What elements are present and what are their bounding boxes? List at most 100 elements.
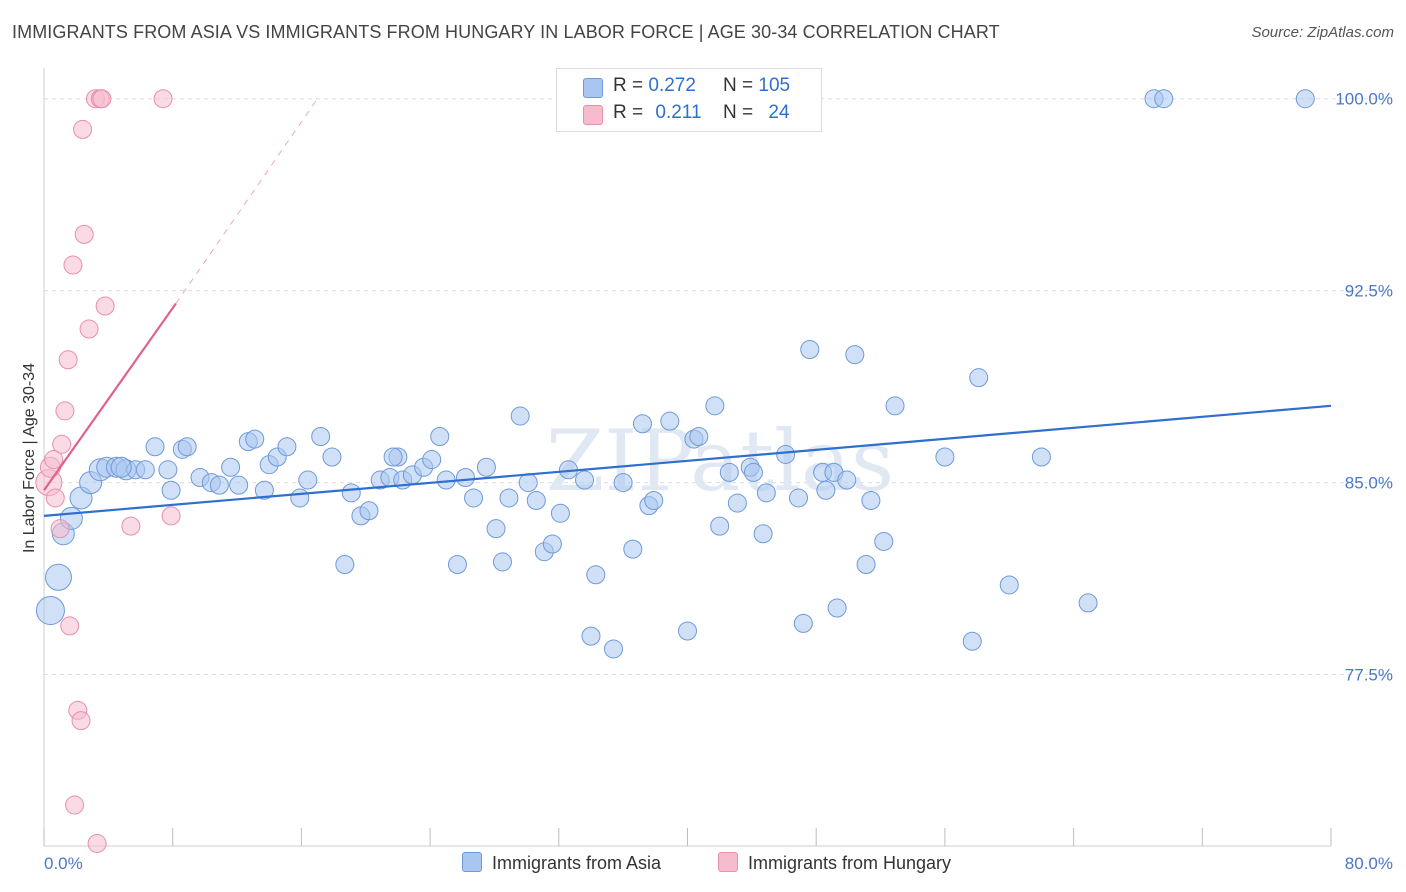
- trend-lines: [43, 98, 1332, 517]
- legend-n-label: N =: [723, 75, 754, 96]
- data-point-asia: [969, 368, 989, 388]
- bottom-legend-hungary: Immigrants from Hungary: [718, 852, 951, 874]
- data-point-asia: [660, 411, 680, 431]
- bottom-legend-label-asia: Immigrants from Asia: [492, 853, 662, 873]
- data-point-hungary: [92, 89, 112, 109]
- data-point-asia: [885, 396, 905, 416]
- data-point-asia: [464, 488, 484, 508]
- y-tick-label: 77.5%: [1345, 666, 1393, 685]
- legend-swatch-hungary: [583, 105, 603, 125]
- data-point-asia: [800, 340, 820, 360]
- data-point-asia: [135, 460, 155, 480]
- data-point-asia: [229, 475, 249, 495]
- data-point-asia: [689, 427, 709, 447]
- data-point-asia: [753, 524, 773, 544]
- data-point-asia: [341, 483, 361, 503]
- legend-r-value-hungary: 0.211: [655, 102, 702, 123]
- data-point-asia: [710, 516, 730, 536]
- data-point-asia: [161, 480, 181, 500]
- data-point-asia: [526, 491, 546, 511]
- data-point-asia: [743, 462, 763, 482]
- data-point-hungary: [50, 519, 70, 539]
- bottom-legend-swatch-hungary: [718, 852, 738, 872]
- data-point-asia: [476, 457, 496, 477]
- data-point-asia: [962, 631, 982, 651]
- data-point-asia: [678, 621, 697, 641]
- data-point-asia: [776, 444, 796, 464]
- data-point-asia: [789, 488, 809, 508]
- data-point-asia: [623, 539, 643, 559]
- series-asia-points: [35, 89, 1315, 659]
- data-point-asia: [856, 554, 876, 574]
- data-point-asia: [422, 450, 442, 470]
- legend-r-value-asia: 0.272: [648, 75, 696, 96]
- data-point-asia: [145, 437, 165, 457]
- data-point-asia: [999, 575, 1019, 595]
- data-point-asia: [359, 501, 379, 521]
- data-point-hungary: [87, 833, 107, 853]
- legend-r-label: R =: [613, 75, 644, 96]
- data-point-hungary: [65, 795, 85, 815]
- data-point-asia: [44, 563, 72, 591]
- axis-ticks: 77.5% 85.0% 92.5% 100.0% 0.0% 80.0%: [44, 90, 1393, 873]
- y-tick-label: 92.5%: [1345, 282, 1393, 301]
- data-point-asia: [492, 552, 512, 572]
- data-point-asia: [110, 456, 132, 478]
- data-point-hungary: [45, 488, 65, 508]
- data-point-asia: [322, 447, 342, 467]
- bottom-legend-label-hungary: Immigrants from Hungary: [748, 853, 952, 873]
- data-point-asia: [298, 470, 318, 490]
- data-point-asia: [874, 531, 894, 551]
- data-point-asia: [644, 491, 664, 511]
- bottom-legend-swatch-asia: [462, 852, 482, 872]
- x-tick-label: 80.0%: [1345, 854, 1393, 873]
- data-point-asia: [827, 598, 847, 618]
- data-point-asia: [35, 596, 65, 626]
- trendline-hungary-extension: [175, 98, 318, 304]
- data-point-asia: [254, 480, 274, 500]
- data-point-asia: [581, 626, 601, 646]
- data-point-asia: [209, 475, 229, 495]
- stats-legend: R = 0.272 N = 105 R = 0.211 N = 24: [556, 68, 822, 132]
- data-point-asia: [756, 483, 776, 503]
- data-point-hungary: [95, 296, 115, 316]
- y-axis-label: In Labor Force | Age 30-34: [21, 363, 38, 553]
- legend-n-label: N =: [723, 102, 754, 123]
- data-point-asia: [245, 429, 265, 449]
- data-point-asia: [430, 427, 450, 447]
- source-label: Source: ZipAtlas.com: [1251, 24, 1394, 41]
- data-point-asia: [1154, 89, 1174, 109]
- data-point-asia: [311, 427, 331, 447]
- y-tick-label: 100.0%: [1335, 90, 1393, 109]
- legend-n-value-asia: 105: [758, 75, 791, 96]
- chart-title: IMMIGRANTS FROM ASIA VS IMMIGRANTS FROM …: [12, 22, 1000, 42]
- data-point-hungary: [55, 401, 75, 421]
- data-point-hungary: [52, 434, 72, 454]
- data-point-asia: [837, 470, 857, 490]
- data-point-asia: [1031, 447, 1051, 467]
- data-point-asia: [277, 437, 297, 457]
- data-point-asia: [158, 460, 178, 480]
- data-point-asia: [499, 488, 519, 508]
- bottom-legend-asia: Immigrants from Asia: [462, 852, 661, 874]
- data-point-hungary: [63, 255, 83, 275]
- data-point-asia: [586, 565, 606, 585]
- trendline-hungary: [43, 302, 177, 491]
- data-point-asia: [486, 519, 506, 539]
- data-point-hungary: [44, 450, 64, 470]
- data-point-asia: [861, 491, 881, 511]
- watermark: ZIPatlas: [546, 412, 894, 510]
- data-point-hungary: [74, 224, 94, 244]
- data-point-asia: [705, 396, 725, 416]
- data-point-hungary: [58, 350, 78, 370]
- data-point-asia: [793, 613, 813, 633]
- axes: [43, 68, 1332, 847]
- data-point-asia: [177, 437, 197, 457]
- data-point-asia: [550, 503, 570, 523]
- legend-n-value-hungary: 24: [768, 102, 790, 123]
- data-point-asia: [290, 488, 310, 508]
- data-point-hungary: [121, 516, 141, 536]
- data-point-asia: [575, 470, 595, 490]
- data-point-asia: [1078, 593, 1098, 613]
